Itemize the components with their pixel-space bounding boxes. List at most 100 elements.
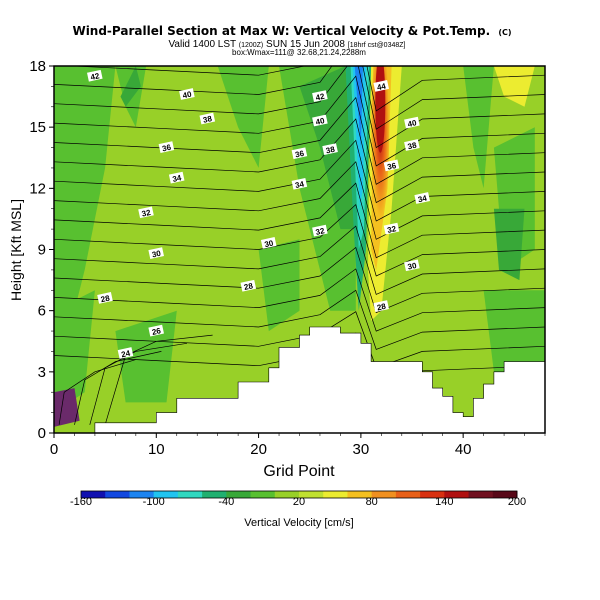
contour-label: 30	[148, 247, 164, 260]
colorbar-swatch	[177, 491, 203, 498]
colorbar-tick-label: -100	[143, 496, 165, 508]
contour-label-text: 40	[182, 90, 193, 101]
x-tick-label: 30	[353, 441, 370, 458]
y-axis-label: Height [Kft MSL]	[8, 199, 24, 301]
field-region	[354, 66, 363, 148]
isentrope-line	[54, 311, 545, 369]
contour-label-text: 24	[120, 349, 131, 360]
colorbar-tick-label: -160	[70, 496, 92, 508]
contour-label-text: 34	[294, 179, 305, 190]
y-tick-label: 15	[29, 119, 46, 136]
contour-label-text: 28	[376, 302, 387, 313]
colorbar-label: Vertical Velocity [cm/s]	[244, 517, 353, 529]
colorbar-frame	[80, 490, 518, 499]
y-tick-label: 6	[38, 303, 46, 320]
field-region	[120, 66, 141, 107]
contour-label-text: 30	[407, 261, 418, 272]
contour-label-text: 44	[376, 81, 387, 92]
contour-label: 40	[179, 88, 195, 101]
colorbar-swatch	[226, 491, 251, 498]
isentrope-line	[54, 182, 545, 259]
contour-label: 34	[414, 192, 430, 205]
x-axis: 0 10 20 30 40	[50, 433, 546, 458]
near-surface-contour	[58, 359, 136, 425]
colorbar-swatch	[129, 491, 155, 498]
isentrope-line	[54, 161, 545, 240]
colorbar-tick-label: -40	[218, 496, 234, 508]
x-tick-label: 10	[148, 441, 165, 458]
colorbar-swatch	[153, 491, 179, 498]
y-tick-label: 18	[29, 58, 46, 75]
colorbar-swatch	[323, 491, 348, 498]
y-tick-label: 12	[29, 180, 46, 197]
colorbar-swatch	[444, 491, 469, 498]
chart-subtitle: Valid 1400 LST (1200Z) SUN 15 Jun 2008 […	[169, 39, 406, 50]
contour-label: 40	[404, 116, 420, 129]
updraft-core-max	[375, 66, 386, 153]
isentrope-line	[54, 118, 545, 204]
isentrope-line	[54, 268, 545, 332]
isentrope-line	[54, 225, 545, 295]
colorbar: -160 -100 -40 20 80 140 200	[70, 490, 526, 508]
colorbar-swatch	[420, 491, 445, 498]
colorbar-swatch	[468, 491, 494, 498]
field-region	[258, 239, 300, 332]
contour-label-text: 28	[243, 281, 254, 292]
chart-subtitle-2: box:Wmax=111@ 32.68,21.24,2288m	[232, 48, 366, 57]
x-axis-label: Grid Point	[263, 463, 335, 480]
contour-label-text: 30	[151, 249, 162, 260]
colorbar-swatch	[274, 491, 300, 498]
contour-label: 38	[199, 112, 216, 125]
contour-label: 36	[383, 159, 400, 172]
y-tick-label: 3	[38, 364, 46, 381]
contour-label-text: 34	[172, 173, 183, 184]
contour-label: 28	[373, 300, 389, 313]
contour-label: 30	[404, 259, 420, 272]
colorbar-swatch	[299, 491, 324, 498]
colorbar-tick-label: 200	[508, 496, 526, 508]
field-region	[352, 66, 366, 209]
contour-label: 36	[158, 141, 175, 153]
contour-label-text: 42	[90, 71, 101, 82]
contour-label: 42	[87, 69, 103, 82]
x-tick-label: 0	[50, 441, 58, 458]
contour-label: 30	[260, 237, 277, 249]
y-tick-label: 9	[38, 242, 46, 259]
x-tick-label: 40	[455, 441, 472, 458]
plot-area: 42 40 38 36 34 32 30 28 26 24 30 28 42 40 38 36 34 32 44 36…	[54, 66, 545, 433]
contour-label: 38	[322, 143, 338, 155]
field-region	[463, 66, 494, 189]
y-tick-label: 0	[38, 425, 46, 442]
contour-label-text: 38	[202, 114, 213, 125]
isentrope-line	[54, 246, 545, 314]
isentrope-line	[54, 139, 545, 222]
contour-label-text: 32	[386, 224, 397, 235]
contour-label-text: 40	[407, 118, 418, 129]
field-region	[54, 290, 95, 413]
terrain-mask	[94, 326, 545, 433]
colorbar-swatch	[347, 491, 373, 498]
colorbar-tick-label: 140	[435, 496, 453, 508]
colorbar-swatch	[395, 491, 421, 498]
contour-label-text: 38	[407, 141, 418, 152]
contour-label: 24	[117, 347, 134, 360]
contour-label: 34	[291, 177, 308, 190]
contour-label: 36	[291, 147, 308, 160]
contour-label-text: 32	[315, 226, 326, 237]
contour-label: 26	[148, 324, 164, 337]
contour-label-text: 34	[417, 194, 428, 205]
near-surface-contour	[104, 334, 213, 425]
contour-label-text: 32	[141, 208, 152, 219]
colorbar-swatch	[81, 491, 106, 498]
contour-label: 28	[97, 292, 113, 304]
colorbar-tick-label: 20	[293, 496, 305, 508]
near-surface-contour	[89, 342, 188, 425]
x-tick-label: 20	[250, 441, 267, 458]
near-surface-contour	[74, 351, 162, 425]
contour-label-text: 42	[315, 92, 326, 103]
isentrope-line	[54, 289, 545, 350]
isentrope-line	[54, 66, 545, 130]
field-region	[54, 66, 116, 372]
contour-label-text: 28	[100, 293, 111, 304]
